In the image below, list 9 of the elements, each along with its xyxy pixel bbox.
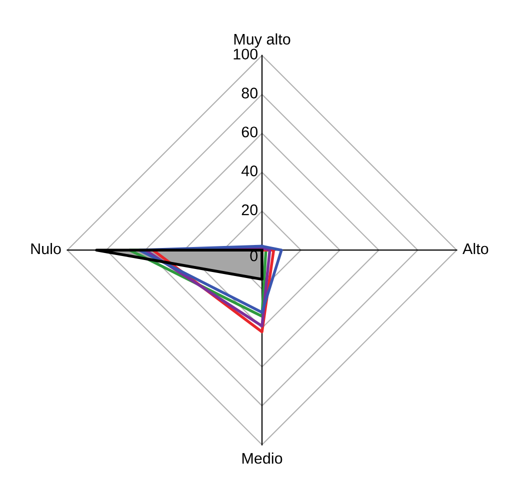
spoke-label: Alto [462,242,488,254]
y-tick-label: 80 [242,88,258,98]
y-tick-label: 100 [234,48,258,60]
y-tick-label: 60 [242,126,258,138]
spoke-label: Medio [242,452,282,464]
y-tick-label: 20 [242,204,258,216]
spoke-label: Muy alto [234,33,290,48]
spoke-label: Nulo [31,242,61,254]
y-tick-label: 40 [241,166,258,176]
